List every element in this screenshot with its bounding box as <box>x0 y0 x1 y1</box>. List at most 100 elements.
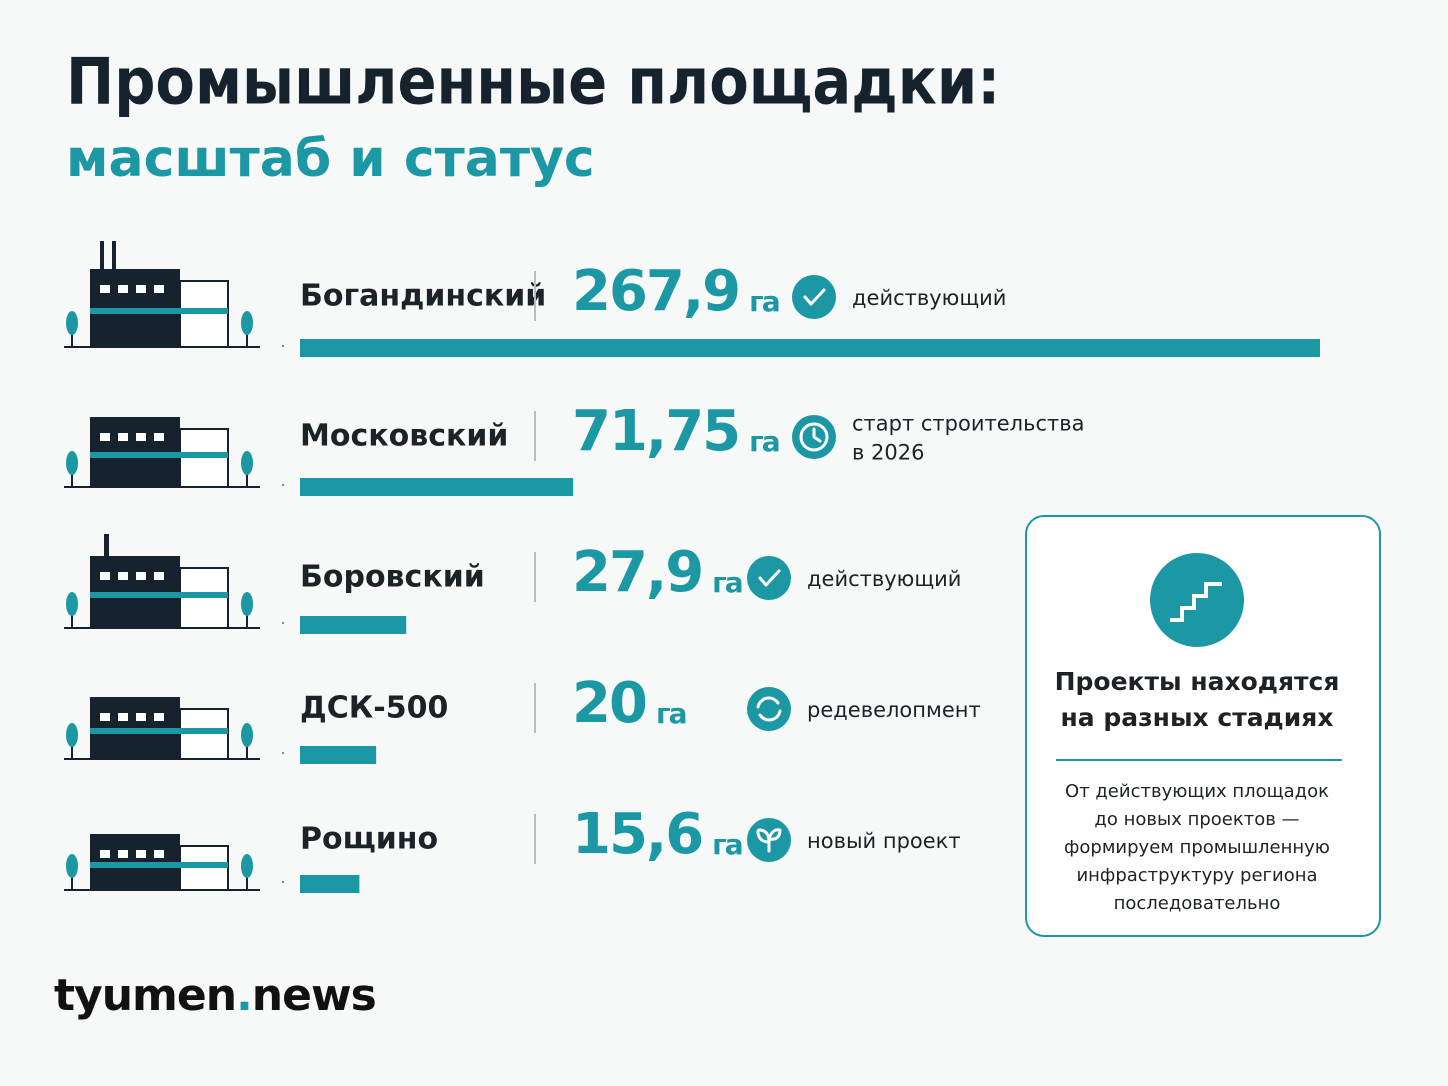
status-icon <box>792 415 836 459</box>
building-stripe <box>90 728 228 734</box>
bar-dot <box>282 484 284 486</box>
building-icon <box>64 417 260 488</box>
site-name: Богандинский <box>300 279 546 314</box>
window <box>136 433 146 441</box>
bar-dot <box>282 881 284 883</box>
bar <box>300 616 407 634</box>
window <box>118 433 128 441</box>
clock-hands <box>812 427 822 443</box>
status-label: действующий <box>852 286 1006 310</box>
logo: tyumen.news <box>54 970 376 1021</box>
window <box>154 850 164 858</box>
status-label: старт строительства <box>852 412 1084 436</box>
box-text: формируем промышленную <box>1064 837 1330 858</box>
building-icon <box>64 241 260 348</box>
chart-title: Промышленные площадки: <box>66 46 1000 120</box>
value-label: 20 га <box>572 671 686 736</box>
value-number: 15,6 <box>572 802 702 867</box>
building-icon <box>64 834 260 891</box>
window <box>136 285 146 293</box>
site-name: Московский <box>300 419 508 454</box>
chimney <box>100 241 104 269</box>
bar <box>300 478 574 496</box>
refresh-arc <box>756 696 780 709</box>
value-label: 71,75 га <box>572 399 779 464</box>
value-unit: га <box>749 425 779 458</box>
window <box>118 572 128 580</box>
value-number: 71,75 <box>572 399 739 464</box>
info-box <box>1025 515 1381 937</box>
bar <box>300 339 1320 357</box>
tree <box>241 311 253 335</box>
box-title: на разных стадиях <box>1061 703 1334 732</box>
box-text: последовательно <box>1114 893 1281 914</box>
clock-face <box>799 422 829 452</box>
tree <box>241 592 253 616</box>
box-text: инфраструктуру региона <box>1076 865 1317 886</box>
box-text: От действующих площадок <box>1065 781 1329 802</box>
window <box>136 713 146 721</box>
chimney <box>104 534 109 556</box>
tree <box>241 854 253 878</box>
logo-name: tyumen <box>54 970 236 1021</box>
window <box>154 572 164 580</box>
tree <box>241 723 253 747</box>
tree <box>241 451 253 475</box>
window <box>100 572 110 580</box>
box-text: Проекты находятся на разных стадиях От дей… <box>1055 667 1340 914</box>
window <box>100 713 110 721</box>
window <box>118 713 128 721</box>
window <box>118 285 128 293</box>
tree <box>66 451 78 475</box>
window <box>154 285 164 293</box>
status-label: в 2026 <box>852 441 925 465</box>
tree <box>66 311 78 335</box>
building-stripe <box>90 862 228 868</box>
window <box>100 850 110 858</box>
status-circle <box>747 687 791 731</box>
value-number: 27,9 <box>572 540 702 605</box>
bar <box>300 875 360 893</box>
stairs-icon <box>1150 553 1244 647</box>
status-label: новый проект <box>807 829 961 853</box>
building-stripe <box>90 592 228 598</box>
window <box>136 572 146 580</box>
check <box>758 569 781 587</box>
value-unit: га <box>656 697 686 730</box>
value-unit: га <box>712 566 742 599</box>
window <box>118 850 128 858</box>
value-number: 267,9 <box>572 259 739 324</box>
site-name: Боровский <box>300 560 485 595</box>
site-name: Рощино <box>300 822 438 857</box>
window <box>136 850 146 858</box>
value-label: 27,9 га <box>572 540 742 605</box>
status-icon <box>792 275 836 319</box>
logo-domain: news <box>252 970 376 1021</box>
building-stripe <box>90 308 228 314</box>
check <box>803 288 826 306</box>
site-name: ДСК-500 <box>300 691 448 726</box>
chimney <box>112 241 116 269</box>
logo-dot: . <box>236 970 252 1021</box>
building-icon <box>64 697 260 760</box>
status-icon <box>747 818 791 862</box>
bar-dot <box>282 752 284 754</box>
box-text: до новых проектов — <box>1094 809 1299 830</box>
bar <box>300 746 377 764</box>
status-label: редевелопмент <box>807 698 981 722</box>
status-circle <box>792 275 836 319</box>
window <box>100 285 110 293</box>
bar-dot <box>282 345 284 347</box>
tree <box>66 854 78 878</box>
window <box>154 433 164 441</box>
value-label: 15,6 га <box>572 802 742 867</box>
refresh-arc <box>758 709 782 722</box>
leaf <box>756 828 782 853</box>
tree <box>66 592 78 616</box>
building-stripe <box>90 452 228 458</box>
chart-subtitle: масштаб и статус <box>66 129 595 189</box>
status-circle <box>747 556 791 600</box>
status-icon <box>747 556 791 600</box>
window <box>154 713 164 721</box>
